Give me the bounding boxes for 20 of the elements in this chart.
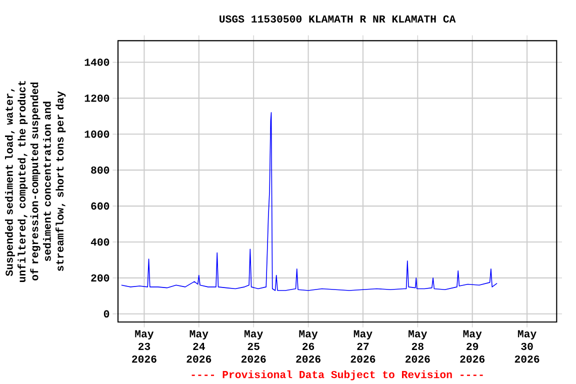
y-tick-label: 1200 [84,94,110,102]
y-tick-label: 1400 [84,58,110,66]
line-series [121,112,498,291]
x-tick-label: May 24 2026 [186,330,212,363]
x-tick-label: May 25 2026 [241,330,266,363]
chart-title: USGS 11530500 KLAMATH R NR KLAMATH CA [220,15,456,23]
x-tick-label: May 27 2026 [350,330,376,363]
x-tick-label: May 30 2026 [514,330,540,363]
y-tick-label: 200 [91,274,110,282]
x-tick-label: May 29 2026 [460,330,485,363]
x-tick-label: May 28 2026 [406,330,430,363]
y-tick-label: 400 [90,238,110,246]
y-tick-label: 1000 [84,130,110,138]
x-tick-label: May 23 2026 [132,330,156,363]
y-axis-title: Suspended sediment load, water, unfiltered, computed, the product of regression-computed suspended sediment concentration and streamflow, short tons per day [5,81,66,282]
y-tick-label: 600 [91,202,110,210]
text: ---- Provisional Data Subject to Revision ---- [192,370,483,380]
x-tick-label: May 26 2026 [296,330,320,363]
y-tick-label: 800 [91,166,110,174]
y-tick-label: 0 [104,310,110,318]
